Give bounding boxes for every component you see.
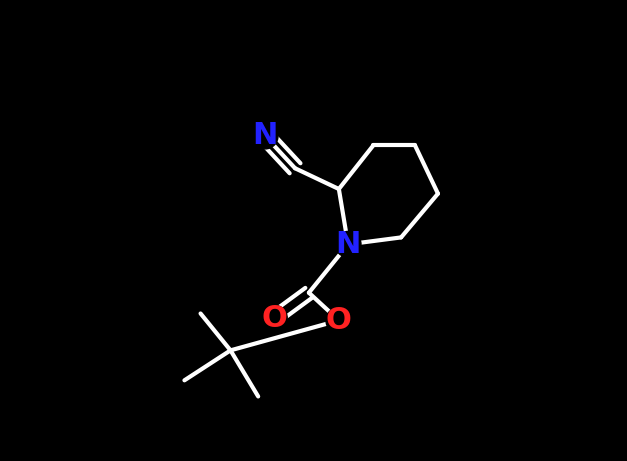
Circle shape	[326, 307, 352, 333]
Text: N: N	[335, 230, 361, 259]
Text: O: O	[261, 304, 287, 332]
Circle shape	[261, 305, 287, 331]
Circle shape	[335, 231, 361, 257]
Circle shape	[252, 123, 278, 149]
Text: O: O	[326, 306, 352, 335]
Text: N: N	[253, 122, 278, 150]
